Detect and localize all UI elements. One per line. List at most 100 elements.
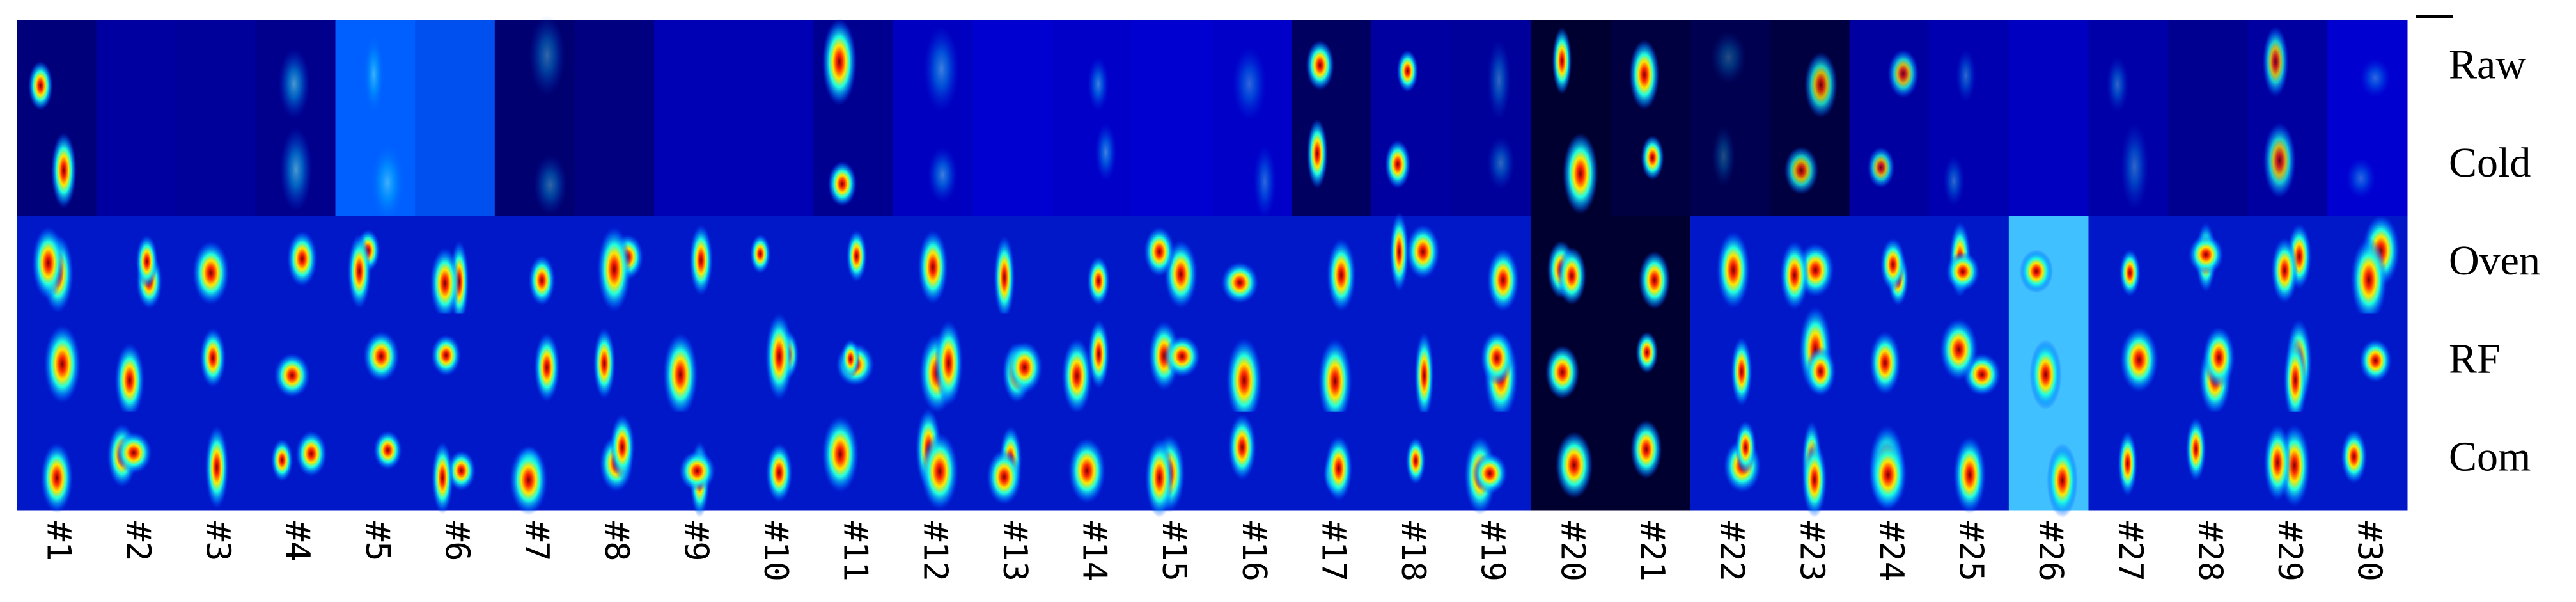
blob (1867, 147, 1895, 189)
blob (1087, 57, 1109, 112)
blob (994, 235, 1015, 320)
cell (1371, 313, 1451, 413)
blob (1164, 335, 1201, 377)
cell (2008, 118, 2089, 216)
cell (176, 118, 256, 216)
cell (1132, 20, 1212, 118)
column-label: #26 (2031, 521, 2070, 582)
blob (597, 226, 632, 312)
blob (846, 230, 867, 283)
cell (972, 118, 1053, 216)
cell (415, 118, 496, 216)
blob (1780, 241, 1809, 310)
blob (1635, 331, 1659, 374)
cell (654, 118, 735, 216)
blob (447, 450, 476, 491)
column-label: #22 (1713, 521, 1751, 582)
blob (1384, 139, 1411, 189)
blob (295, 431, 327, 477)
column-label: #2 (119, 521, 157, 562)
blob (1221, 262, 1259, 304)
cell (2168, 411, 2249, 511)
blob (2047, 443, 2078, 518)
blob (1712, 125, 1735, 187)
blob (2119, 326, 2158, 393)
blob (689, 224, 713, 296)
blob (2262, 26, 2289, 98)
cell (1690, 313, 1770, 413)
column-label: #3 (199, 521, 237, 562)
blob (593, 328, 616, 400)
blob (927, 147, 958, 203)
blob (1327, 238, 1356, 312)
column-label: #12 (916, 521, 954, 582)
blob (1318, 338, 1352, 425)
blob (1956, 49, 1976, 102)
cell (574, 20, 655, 118)
column-label: #14 (1075, 521, 1114, 582)
blob (1306, 40, 1334, 91)
blob (274, 352, 310, 398)
blob (28, 61, 53, 111)
column-label: #29 (2270, 521, 2309, 582)
blob (2359, 338, 2392, 383)
blob (1068, 438, 1106, 504)
blob (2271, 237, 2299, 304)
blob (1487, 248, 1519, 312)
cell (1132, 118, 1212, 216)
blob (1557, 246, 1586, 305)
blob (1556, 431, 1593, 499)
blob (51, 132, 77, 209)
cell (972, 20, 1053, 118)
blob (1804, 52, 1838, 118)
blob (1869, 439, 1907, 511)
blob (1953, 436, 1987, 514)
blob (373, 431, 402, 470)
blob (841, 339, 861, 379)
row-label: Cold (2449, 139, 2531, 186)
blob (2106, 56, 2129, 113)
column-label: #23 (1792, 521, 1831, 582)
blob (1232, 46, 1267, 122)
blob (529, 14, 565, 97)
blob (528, 255, 556, 306)
blob (363, 32, 385, 117)
blob (363, 331, 400, 382)
column-label: #5 (358, 521, 396, 562)
blob (1887, 49, 1919, 99)
blob (1226, 337, 1262, 424)
column-label: #11 (836, 521, 875, 582)
blob (1396, 49, 1419, 93)
row-label: Oven (2449, 237, 2540, 284)
column-label: #21 (1633, 521, 1671, 582)
cell (96, 20, 176, 118)
column-label: #16 (1235, 521, 1273, 582)
cell (733, 118, 814, 216)
column-label: #19 (1474, 521, 1512, 582)
cell (96, 118, 176, 216)
blob (2203, 326, 2235, 389)
blob (917, 230, 948, 305)
blob (1710, 31, 1747, 84)
blob (2346, 157, 2376, 199)
blob (1087, 256, 1110, 306)
blob (2119, 249, 2141, 297)
column-label: #15 (1155, 521, 1193, 582)
blob (827, 161, 857, 207)
cell (574, 118, 655, 216)
blob (2118, 431, 2137, 497)
blob (934, 320, 963, 407)
blob (923, 26, 960, 113)
cell (813, 118, 894, 216)
blob (1563, 132, 1598, 215)
blob (509, 445, 548, 516)
cell (17, 20, 97, 118)
blob (31, 226, 65, 300)
cell (1929, 118, 2010, 216)
blob (1061, 338, 1093, 415)
blob (1144, 226, 1175, 277)
blob (1414, 331, 1434, 420)
blob (2283, 337, 2307, 424)
blob (1389, 212, 1409, 292)
blob (749, 234, 771, 274)
